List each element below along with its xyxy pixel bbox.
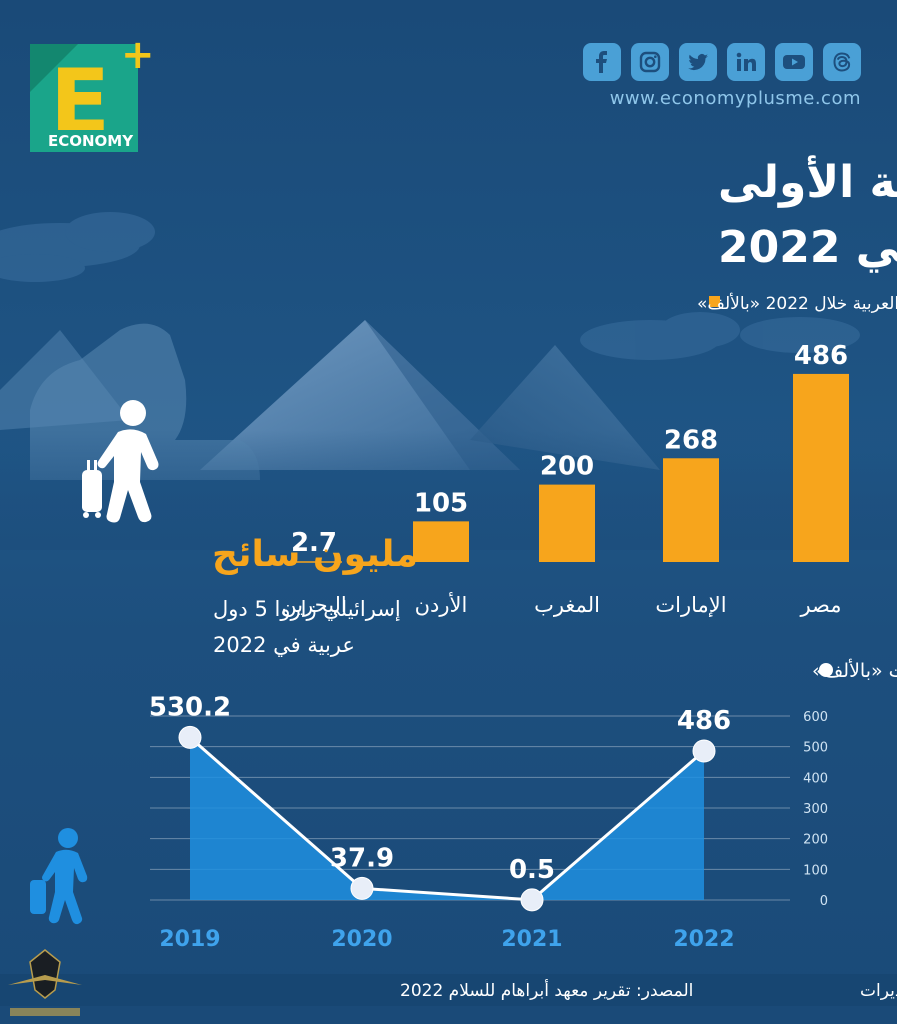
area-chart: 0 100 200 300 400 500 600 530.2 2019 37.9 2020 0.5 2…	[149, 692, 828, 952]
bar-chart-title: عدد السياح الإسرائيليين بالدول العربية خ…	[697, 293, 897, 314]
bar-category-label: الإمارات	[655, 593, 726, 617]
threads-icon[interactable]	[823, 43, 861, 81]
linkedin-icon[interactable]	[727, 43, 765, 81]
traveler-icon	[82, 400, 159, 523]
bar-value-label: 486	[794, 341, 848, 371]
bar-value-label: 105	[414, 488, 468, 518]
bar-category-label: مصر	[799, 593, 841, 617]
social-links	[583, 43, 861, 81]
y-tick-label: 100	[803, 863, 828, 878]
logo: E ECONOMY +	[28, 38, 153, 156]
data-point	[692, 739, 716, 763]
area-fill	[190, 737, 704, 900]
bar-value-label: 2.7	[291, 528, 337, 558]
bar-chart: 486 مصر 268 الإمارات 200 المغرب 105 الأردن 2.7 ال…	[281, 341, 849, 617]
area-chart-title: أعداد السياح الإسرائيليين لمصر في 4 سنوا…	[812, 658, 897, 682]
logo-word: ECONOMY	[48, 132, 134, 150]
youtube-icon[interactable]	[775, 43, 813, 81]
data-value-label: 530.2	[149, 692, 231, 722]
y-tick-label: 0	[820, 894, 828, 909]
footer-source: المصدر: تقرير معهد أبراهام للسلام 2022	[400, 979, 693, 1001]
data-point	[178, 725, 202, 749]
data-value-label: 0.5	[509, 855, 555, 885]
y-tick-label: 300	[803, 802, 828, 817]
bar	[663, 458, 719, 562]
y-tick-label: 400	[803, 771, 828, 786]
y-tick-label: 200	[803, 833, 828, 848]
bar-category-label: المغرب	[534, 593, 600, 617]
bar-category-label: الأردن	[415, 592, 468, 617]
instagram-icon[interactable]	[631, 43, 669, 81]
y-tick-label: 500	[803, 741, 828, 756]
traveler-icon	[30, 828, 88, 925]
bar-value-label: 200	[540, 452, 594, 482]
facebook-icon[interactable]	[583, 43, 621, 81]
area-chart-bullet	[819, 663, 833, 677]
footer-note: ملاحظة: أرقام مصر والأردن لعام 2022 تقدي…	[860, 979, 897, 1001]
bar-category-label: البحرين	[281, 593, 347, 617]
page-title-line1: مصر الوجهة العربية الأولى	[718, 155, 897, 208]
emblem-icon	[8, 949, 82, 1016]
x-tick-label: 2021	[501, 927, 562, 952]
cloud-icon	[580, 312, 860, 360]
data-point	[520, 888, 544, 912]
cloud-icon	[0, 212, 155, 282]
summary-desc-line1: إسرائيلي زاروا 5 دول	[213, 597, 401, 622]
footer-bar	[0, 974, 897, 1006]
y-tick-label: 600	[803, 710, 828, 725]
x-tick-label: 2022	[673, 927, 734, 952]
x-tick-label: 2020	[331, 927, 392, 952]
data-value-label: 37.9	[330, 843, 394, 873]
data-value-label: 486	[677, 706, 731, 736]
page-title-line2: للسياح الإسرائيليين في 2022	[718, 222, 897, 273]
bar	[793, 373, 849, 562]
data-point	[350, 876, 374, 900]
twitter-icon[interactable]	[679, 43, 717, 81]
series-line	[189, 736, 705, 902]
bar	[413, 521, 469, 562]
logo-plus: +	[121, 38, 153, 78]
bar	[539, 484, 595, 562]
bar-value-label: 268	[664, 425, 718, 455]
summary-desc-line2: عربية في 2022	[213, 633, 355, 657]
x-tick-label: 2019	[159, 927, 220, 952]
bar-chart-bullet	[709, 296, 720, 307]
summary-value: مليون سائح	[212, 534, 418, 575]
website-link[interactable]: www.economyplusme.com	[609, 88, 861, 109]
